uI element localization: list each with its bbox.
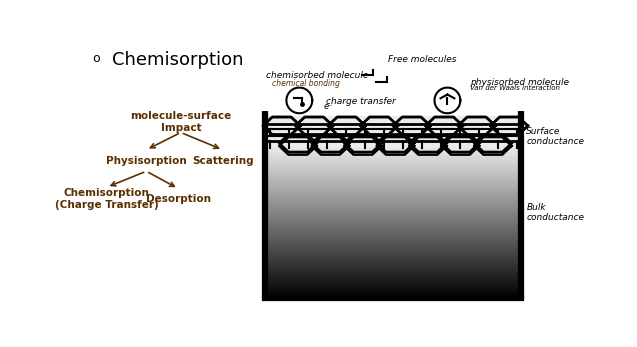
Bar xyxy=(265,169,522,171)
Bar xyxy=(265,135,522,137)
Bar xyxy=(265,273,522,276)
Text: charge transfer: charge transfer xyxy=(327,97,396,106)
Bar xyxy=(265,228,522,230)
Bar xyxy=(265,132,522,135)
Bar xyxy=(265,280,522,282)
Bar xyxy=(265,287,522,289)
Bar xyxy=(265,255,522,257)
Text: o: o xyxy=(92,52,99,65)
Bar xyxy=(265,155,522,157)
Bar xyxy=(265,278,522,280)
Bar xyxy=(265,139,522,142)
Bar xyxy=(265,266,522,269)
Text: Bulk
conductance: Bulk conductance xyxy=(526,203,584,222)
Bar xyxy=(265,203,522,205)
Bar xyxy=(265,162,522,164)
Bar xyxy=(265,291,522,294)
Bar xyxy=(265,146,522,148)
Bar xyxy=(265,271,522,273)
Bar xyxy=(265,198,522,201)
Text: Van der Waals interaction: Van der Waals interaction xyxy=(469,85,560,91)
Bar xyxy=(265,205,522,207)
Bar xyxy=(265,189,522,192)
Bar xyxy=(265,217,522,219)
Bar xyxy=(265,212,522,214)
Bar xyxy=(265,128,522,130)
Text: e⁻: e⁻ xyxy=(324,102,334,111)
Bar xyxy=(265,232,522,235)
Bar xyxy=(265,130,522,132)
Bar xyxy=(265,196,522,198)
Bar xyxy=(265,187,522,189)
Text: Free molecules: Free molecules xyxy=(388,54,457,64)
Text: molecule-surface
Impact: molecule-surface Impact xyxy=(130,111,231,133)
Bar xyxy=(265,185,522,187)
Bar xyxy=(265,192,522,194)
Bar xyxy=(265,157,522,160)
Bar xyxy=(265,237,522,239)
Bar xyxy=(265,244,522,246)
Bar xyxy=(265,201,522,203)
Bar xyxy=(265,151,522,153)
Bar xyxy=(265,210,522,212)
Bar xyxy=(265,160,522,162)
Bar xyxy=(265,294,522,296)
Bar xyxy=(265,242,522,244)
Bar xyxy=(265,239,522,242)
Bar xyxy=(265,164,522,167)
Text: Scattering: Scattering xyxy=(192,155,254,166)
Bar xyxy=(265,226,522,228)
Bar xyxy=(265,180,522,182)
Bar xyxy=(265,119,522,121)
Bar xyxy=(265,251,522,253)
Bar xyxy=(265,269,522,271)
Bar xyxy=(265,282,522,285)
Bar xyxy=(265,235,522,237)
Bar xyxy=(265,289,522,291)
Bar xyxy=(265,173,522,176)
Text: physisorbed molecule: physisorbed molecule xyxy=(469,78,569,87)
Bar xyxy=(265,194,522,196)
Bar xyxy=(265,178,522,180)
Text: Physisorption: Physisorption xyxy=(106,155,187,166)
Bar xyxy=(265,285,522,287)
Bar xyxy=(265,221,522,223)
Bar xyxy=(265,207,522,210)
Bar xyxy=(265,153,522,155)
Bar xyxy=(265,230,522,232)
Bar xyxy=(265,214,522,217)
Bar xyxy=(265,260,522,262)
Text: chemisorbed molecule: chemisorbed molecule xyxy=(266,70,369,79)
Bar xyxy=(265,257,522,260)
Bar xyxy=(265,121,522,123)
Bar xyxy=(265,144,522,146)
Bar xyxy=(265,171,522,173)
Text: Chemisorption: Chemisorption xyxy=(111,51,243,69)
Text: chemical bonding: chemical bonding xyxy=(272,78,340,87)
Bar xyxy=(265,182,522,185)
Text: Desorption: Desorption xyxy=(146,194,211,204)
Text: Chemisorption
(Charge Transfer): Chemisorption (Charge Transfer) xyxy=(55,188,159,210)
Bar xyxy=(265,219,522,221)
Bar xyxy=(265,296,522,298)
Bar xyxy=(265,223,522,226)
Bar xyxy=(265,276,522,278)
Bar xyxy=(265,142,522,144)
Bar xyxy=(265,264,522,266)
Text: Surface
conductance: Surface conductance xyxy=(526,127,584,146)
Bar xyxy=(265,248,522,251)
Bar xyxy=(265,167,522,169)
Bar xyxy=(265,262,522,264)
Bar xyxy=(265,126,522,128)
Bar xyxy=(265,137,522,139)
Bar xyxy=(265,253,522,255)
Bar xyxy=(265,148,522,151)
Bar xyxy=(265,246,522,248)
Bar xyxy=(265,123,522,126)
Bar xyxy=(265,117,522,119)
Bar xyxy=(265,176,522,178)
